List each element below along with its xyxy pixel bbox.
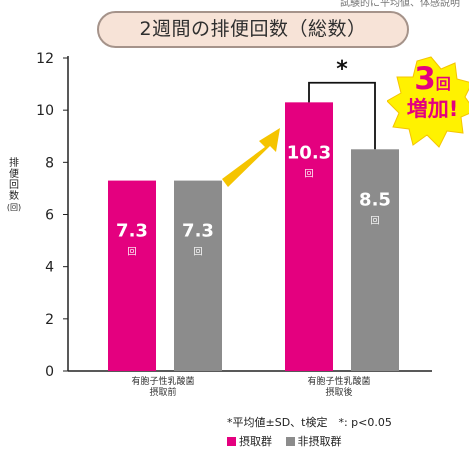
footnote: *平均値±SD、t検定 *: p<0.05 — [227, 416, 392, 429]
bar-value-label: 8.5 — [359, 189, 391, 210]
y-tick-label: 4 — [45, 260, 54, 276]
bar-unit-label: 回 — [370, 215, 379, 226]
legend-item-non-intake: 非摂取群 — [285, 433, 342, 449]
y-axis-label-char: 排 — [9, 158, 19, 169]
legend: 摂取群 非摂取群 — [227, 433, 352, 449]
bar-value-label: 7.3 — [182, 221, 214, 242]
burst-badge — [387, 56, 469, 148]
bar-intake — [108, 180, 156, 371]
badge-text: 3回 増加! — [396, 62, 469, 122]
y-axis-label-char: 回 — [9, 180, 19, 191]
y-axis-label-char: 便 — [9, 169, 19, 180]
significance-star: * — [336, 57, 348, 82]
legend-swatch-non-intake — [285, 437, 295, 446]
bar-intake — [285, 102, 333, 371]
category-label-after: 有胞子性乳酸菌 摂取後 — [307, 377, 371, 398]
y-tick-label: 6 — [45, 208, 54, 224]
bar-value-label: 10.3 — [287, 142, 331, 163]
y-tick-label: 0 — [45, 364, 54, 380]
y-axis-label: 排 便 回 数 (回) — [6, 158, 22, 213]
bar-value-label: 7.3 — [116, 221, 148, 242]
badge-number: 3 — [414, 61, 436, 97]
legend-label-intake: 摂取群 — [239, 435, 272, 448]
legend-item-intake: 摂取群 — [227, 433, 272, 449]
chart-title: 2週間の排便回数（総数） — [97, 11, 409, 48]
bar-unit-label: 回 — [127, 247, 136, 258]
bar-unit-label: 回 — [304, 168, 313, 179]
increase-arrow — [222, 128, 280, 187]
y-axis-label-char: (回) — [6, 203, 22, 212]
badge-unit: 回 — [435, 75, 451, 93]
bar-non-intake — [351, 149, 399, 371]
bar-unit-label: 回 — [193, 247, 202, 258]
y-tick-label: 8 — [45, 155, 54, 171]
y-tick-label: 10 — [36, 103, 54, 119]
legend-swatch-intake — [227, 437, 236, 446]
top-note: 試験的に平均値、体感説明 — [340, 0, 460, 9]
bar-non-intake — [174, 180, 222, 371]
y-axis-label-char: 数 — [9, 191, 19, 202]
category-label-before: 有胞子性乳酸菌 摂取前 — [131, 377, 195, 398]
badge-increase-text: 増加! — [406, 97, 459, 121]
y-tick-label: 2 — [45, 312, 54, 328]
y-tick-label: 12 — [36, 51, 54, 67]
legend-label-non-intake: 非摂取群 — [297, 435, 342, 448]
significance-bracket — [308, 81, 376, 150]
